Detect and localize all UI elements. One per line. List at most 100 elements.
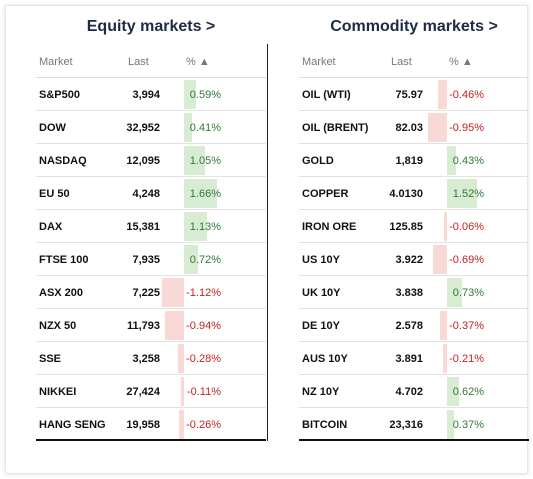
percent-change: 1.13% [189, 221, 221, 233]
market-name: OIL (WTI) [302, 89, 351, 101]
change-bar-negative [442, 344, 447, 373]
last-price: 82.03 [395, 122, 423, 134]
last-price: 75.97 [395, 89, 423, 101]
percent-change: 1.52% [452, 188, 484, 200]
market-name: UK 10Y [302, 287, 341, 299]
percent-change: 0.72% [189, 254, 221, 266]
change-bar-negative [439, 311, 447, 340]
percent-column-header[interactable]: % ▲ [449, 56, 473, 68]
change-bar-positive [184, 212, 207, 241]
percent-change: 0.73% [452, 287, 484, 299]
change-bar-positive [184, 146, 205, 175]
table-row[interactable]: COPPER 4.0130 1.52% [299, 177, 529, 210]
table-row[interactable]: HANG SENG 19,958 -0.26% [36, 408, 266, 441]
percent-change: 1.66% [189, 188, 221, 200]
commodity-table-body: OIL (WTI) 75.97 -0.46% OIL (BRENT) 82.03 -0.9… [299, 78, 529, 441]
table-row[interactable]: DOW 32,952 0.41% [36, 111, 266, 144]
last-price: 7,225 [132, 287, 160, 299]
table-row[interactable]: S&P500 3,994 0.59% [36, 78, 266, 111]
last-price: 3,258 [132, 353, 160, 365]
table-row[interactable]: NASDAQ 12,095 1.05% [36, 144, 266, 177]
last-price: 125.85 [389, 221, 423, 233]
market-name: US 10Y [302, 254, 340, 266]
change-bar-positive [447, 410, 455, 439]
percent-change: -1.12% [186, 287, 221, 299]
market-name: EU 50 [39, 188, 70, 200]
change-bar-positive [447, 179, 478, 208]
percent-change: -0.11% [186, 386, 221, 398]
equity-table-header: Market Last % ▲ [36, 44, 266, 78]
table-row[interactable]: DAX 15,381 1.13% [36, 210, 266, 243]
percent-change: 0.59% [189, 89, 221, 101]
change-bar-negative [181, 377, 184, 406]
market-name: DAX [39, 221, 63, 233]
market-name: NZX 50 [39, 320, 77, 332]
percent-change: 0.41% [189, 122, 221, 134]
percent-change: -0.94% [186, 320, 221, 332]
market-column-header[interactable]: Market [302, 56, 336, 68]
last-price: 3,994 [132, 89, 160, 101]
percent-change: -0.21% [449, 353, 484, 365]
change-bar-positive [184, 245, 199, 274]
market-name: DE 10Y [302, 320, 340, 332]
last-price: 3.838 [395, 287, 423, 299]
last-price: 32,952 [126, 122, 160, 134]
table-row[interactable]: NZX 50 11,793 -0.94% [36, 309, 266, 342]
market-name: IRON ORE [302, 221, 357, 233]
equity-markets-link[interactable]: Equity markets > [86, 18, 216, 35]
market-name: ASX 200 [39, 287, 84, 299]
market-name: S&P500 [39, 89, 80, 101]
change-bar-negative [437, 80, 447, 109]
table-row[interactable]: NZ 10Y 4.702 0.62% [299, 375, 529, 408]
table-row[interactable]: ASX 200 7,225 -1.12% [36, 276, 266, 309]
last-price: 23,316 [389, 419, 423, 431]
table-row[interactable]: BITCOIN 23,316 0.37% [299, 408, 529, 441]
table-row[interactable]: US 10Y 3.922 -0.69% [299, 243, 529, 276]
commodity-table-header: Market Last % ▲ [299, 44, 529, 78]
commodity-markets-link[interactable]: Commodity markets > [330, 18, 498, 35]
last-price: 11,793 [126, 320, 160, 332]
market-name: NZ 10Y [302, 386, 340, 398]
percent-change: -0.28% [186, 353, 221, 365]
table-row[interactable]: EU 50 4,248 1.66% [36, 177, 266, 210]
last-column-header[interactable]: Last [128, 56, 149, 68]
market-name: BITCOIN [302, 419, 348, 431]
table-row[interactable]: UK 10Y 3.838 0.73% [299, 276, 529, 309]
market-name: NIKKEI [39, 386, 77, 398]
percent-change: -0.69% [449, 254, 484, 266]
commodity-panel: Commodity markets > Market Last % ▲ OIL … [299, 6, 529, 441]
table-row[interactable]: NIKKEI 27,424 -0.11% [36, 375, 266, 408]
last-price: 3.922 [395, 254, 423, 266]
table-row[interactable]: FTSE 100 7,935 0.72% [36, 243, 266, 276]
last-price: 2.578 [395, 320, 423, 332]
market-column-header[interactable]: Market [39, 56, 73, 68]
equity-table-body: S&P500 3,994 0.59% DOW 32,952 0.41% NASDAQ 12,0… [36, 78, 266, 441]
table-row[interactable]: AUS 10Y 3.891 -0.21% [299, 342, 529, 375]
table-row[interactable]: GOLD 1,819 0.43% [299, 144, 529, 177]
last-price: 19,958 [126, 419, 160, 431]
change-bar-negative [178, 344, 184, 373]
change-bar-negative [178, 410, 184, 439]
market-name: FTSE 100 [39, 254, 89, 266]
equity-panel: Equity markets > Market Last % ▲ S&P500 3… [36, 6, 266, 441]
percent-change: 0.62% [452, 386, 484, 398]
change-bar-positive [184, 113, 193, 142]
market-name: DOW [39, 122, 66, 134]
last-price: 27,424 [126, 386, 160, 398]
table-row[interactable]: DE 10Y 2.578 -0.37% [299, 309, 529, 342]
table-row[interactable]: IRON ORE 125.85 -0.06% [299, 210, 529, 243]
last-column-header[interactable]: Last [391, 56, 412, 68]
market-name: HANG SENG [39, 419, 106, 431]
change-bar-negative [428, 113, 447, 142]
change-bar-negative [433, 245, 447, 274]
change-bar-positive [447, 278, 462, 307]
last-price: 12,095 [126, 155, 160, 167]
table-row[interactable]: OIL (WTI) 75.97 -0.46% [299, 78, 529, 111]
percent-column-header[interactable]: % ▲ [186, 56, 210, 68]
change-bar-positive [184, 80, 196, 109]
change-bar-negative [165, 311, 184, 340]
table-row[interactable]: OIL (BRENT) 82.03 -0.95% [299, 111, 529, 144]
table-row[interactable]: SSE 3,258 -0.28% [36, 342, 266, 375]
percent-change: -0.46% [449, 89, 484, 101]
change-bar-positive [447, 146, 456, 175]
